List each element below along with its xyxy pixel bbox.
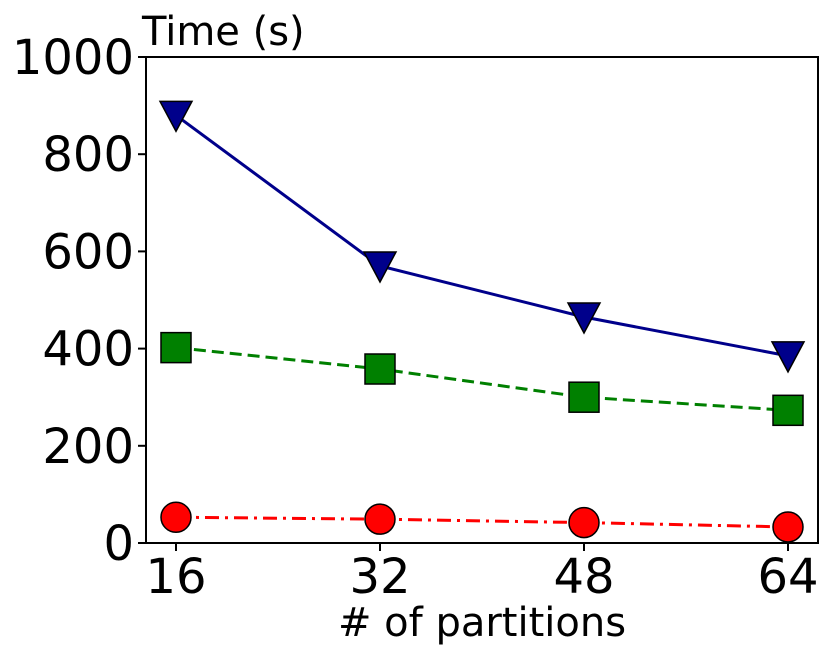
x-tick-label: 32	[349, 549, 410, 605]
data-point	[158, 100, 194, 133]
y-tick-label: 600	[42, 224, 134, 280]
series-line	[175, 114, 789, 358]
data-point	[770, 341, 806, 374]
series-3	[160, 501, 804, 543]
series-line	[175, 346, 789, 412]
y-tick-label: 400	[42, 322, 134, 378]
series-layer	[158, 100, 806, 543]
y-axis-ticks: 0 200 400 600 800 1000	[12, 30, 146, 572]
y-tick-label: 0	[103, 516, 134, 572]
data-point	[772, 511, 804, 543]
data-point	[568, 506, 600, 539]
data-point	[362, 251, 398, 284]
x-tick-label: 64	[757, 549, 818, 605]
x-tick-label: 16	[145, 549, 206, 605]
series-1	[158, 100, 806, 374]
data-point	[160, 501, 192, 533]
x-tick-label: 48	[553, 549, 614, 605]
x-axis-title: # of partitions	[338, 600, 626, 646]
x-axis-ticks: 16 32 48 64	[145, 543, 819, 605]
y-tick-label: 800	[42, 127, 134, 183]
data-point	[160, 331, 192, 364]
y-tick-label: 200	[42, 419, 134, 475]
series-2	[160, 331, 804, 427]
series-line	[175, 515, 789, 529]
data-point	[364, 503, 396, 535]
plot-frame	[145, 56, 819, 544]
data-point	[568, 381, 600, 413]
y-axis-title: Time (s)	[141, 9, 305, 55]
y-tick-label: 1000	[12, 30, 134, 86]
data-point	[364, 353, 396, 385]
data-point	[566, 302, 602, 335]
data-point	[772, 394, 804, 427]
